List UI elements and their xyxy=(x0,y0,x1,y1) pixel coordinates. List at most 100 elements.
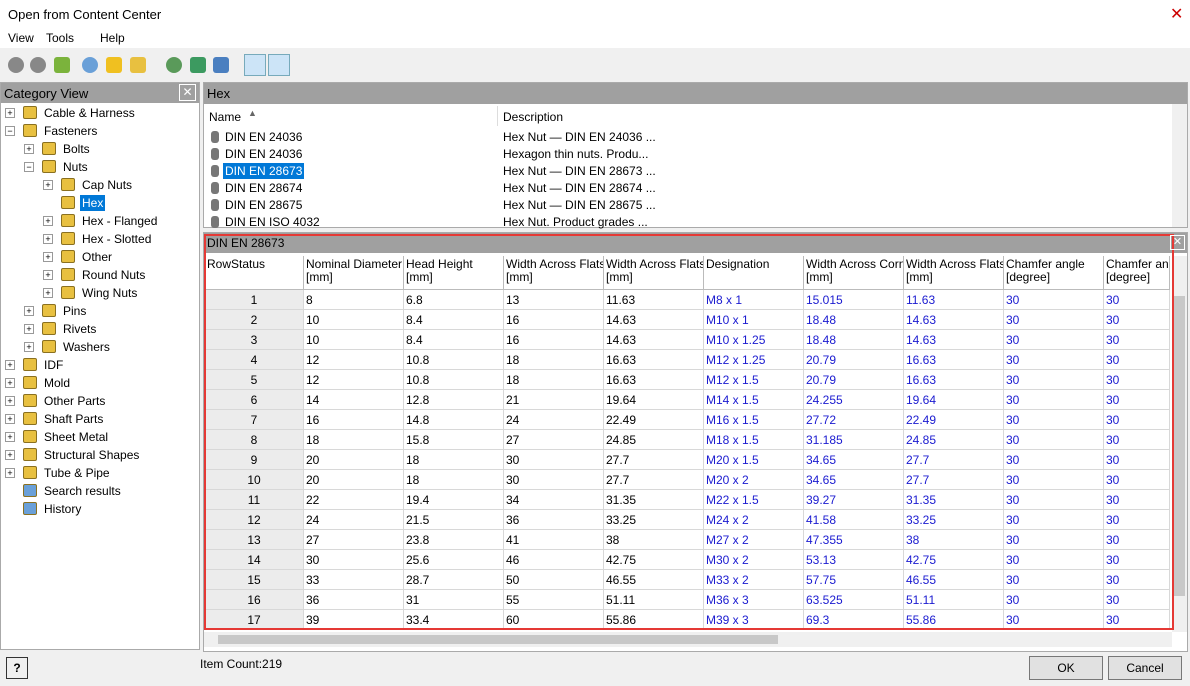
row-number[interactable]: 1 xyxy=(205,290,304,310)
row-number[interactable]: 10 xyxy=(205,470,304,490)
tree-item[interactable]: Bolts xyxy=(63,142,90,156)
expand-toggle[interactable]: − xyxy=(5,126,15,136)
list-name[interactable]: DIN EN 28673 xyxy=(223,163,305,179)
column-header[interactable]: Width Across Flats [mm] xyxy=(504,256,604,290)
tree-item[interactable]: Shaft Parts xyxy=(44,412,104,426)
list-name[interactable]: DIN EN 28675 xyxy=(225,198,303,212)
column-header[interactable]: Description xyxy=(503,110,564,124)
list-name[interactable]: DIN EN 24036 xyxy=(225,147,303,161)
row-number[interactable]: 14 xyxy=(205,550,304,570)
tree-item[interactable]: Nuts xyxy=(63,160,88,174)
column-header[interactable]: Width Across Corner[mm] xyxy=(804,256,904,290)
forward-button[interactable] xyxy=(30,57,46,73)
expand-toggle[interactable]: − xyxy=(24,162,34,172)
menu-item[interactable]: View xyxy=(8,31,34,45)
column-header[interactable]: Chamfer angle [degree] xyxy=(1004,256,1104,290)
expand-toggle[interactable]: + xyxy=(24,144,34,154)
menu-item[interactable]: Help xyxy=(100,31,125,45)
table-view-toggle[interactable] xyxy=(268,54,290,76)
close-button[interactable]: ✕ xyxy=(1170,6,1184,23)
row-number[interactable]: 6 xyxy=(205,390,304,410)
table-close[interactable]: ✕ xyxy=(1170,235,1185,250)
tree-item[interactable]: Washers xyxy=(63,340,110,354)
list-name[interactable]: DIN EN ISO 4032 xyxy=(225,215,320,229)
sync-button[interactable] xyxy=(166,57,182,73)
expand-toggle[interactable]: + xyxy=(5,432,15,442)
tree-item[interactable]: Other Parts xyxy=(44,394,106,408)
menu-item[interactable]: Tools xyxy=(46,31,75,45)
tree-item[interactable]: Round Nuts xyxy=(82,268,146,282)
row-number[interactable]: 7 xyxy=(205,410,304,430)
tree-item[interactable]: Fasteners xyxy=(44,124,98,138)
list-name[interactable]: DIN EN 28674 xyxy=(225,181,303,195)
filter-button[interactable] xyxy=(130,57,146,73)
row-number[interactable]: 8 xyxy=(205,430,304,450)
tree-item[interactable]: IDF xyxy=(44,358,64,372)
expand-toggle[interactable]: + xyxy=(5,108,15,118)
list-scrollbar[interactable] xyxy=(1172,104,1187,227)
tree-item[interactable]: Cable & Harness xyxy=(44,106,135,120)
dialog-button[interactable]: OK xyxy=(1029,656,1103,680)
column-header[interactable]: Width Across Flats [mm] xyxy=(604,256,704,290)
tree-item[interactable]: Wing Nuts xyxy=(82,286,138,300)
tree-item[interactable]: Pins xyxy=(63,304,87,318)
row-number[interactable]: 16 xyxy=(205,590,304,610)
expand-toggle[interactable]: + xyxy=(5,414,15,424)
tree-item[interactable]: Cap Nuts xyxy=(82,178,133,192)
expand-toggle[interactable]: + xyxy=(5,450,15,460)
tree-item[interactable]: Hex xyxy=(80,195,106,211)
tree-item[interactable]: Structural Shapes xyxy=(44,448,140,462)
column-header[interactable]: Designation xyxy=(704,256,804,290)
row-number[interactable]: 3 xyxy=(205,330,304,350)
row-number[interactable]: 13 xyxy=(205,530,304,550)
tree-item[interactable]: Tube & Pipe xyxy=(44,466,110,480)
tree-item[interactable]: Hex - Flanged xyxy=(82,214,158,228)
row-number[interactable]: 5 xyxy=(205,370,304,390)
tree-view-toggle[interactable] xyxy=(244,54,266,76)
panel-close[interactable]: ✕ xyxy=(179,84,196,101)
expand-toggle[interactable]: + xyxy=(24,306,34,316)
search-button[interactable] xyxy=(82,57,98,73)
refresh-button[interactable] xyxy=(190,57,206,73)
row-number[interactable]: 9 xyxy=(205,450,304,470)
help-button[interactable]: ? xyxy=(6,657,28,679)
column-header[interactable]: Nominal Diameter [mm] xyxy=(304,256,404,290)
expand-toggle[interactable]: + xyxy=(43,180,53,190)
expand-toggle[interactable]: + xyxy=(5,396,15,406)
row-number[interactable]: 15 xyxy=(205,570,304,590)
expand-toggle[interactable]: + xyxy=(43,288,53,298)
expand-toggle[interactable]: + xyxy=(5,360,15,370)
expand-toggle[interactable]: + xyxy=(5,378,15,388)
expand-toggle[interactable]: + xyxy=(24,324,34,334)
table-v-scrollbar[interactable] xyxy=(1172,256,1187,632)
tree-item[interactable]: Mold xyxy=(44,376,71,390)
expand-toggle[interactable]: + xyxy=(5,468,15,478)
favorites-button[interactable] xyxy=(106,57,122,73)
dialog-button[interactable]: Cancel xyxy=(1108,656,1182,680)
column-header[interactable]: Head Height [mm] xyxy=(404,256,504,290)
view-button[interactable] xyxy=(213,57,229,73)
back-button[interactable] xyxy=(8,57,24,73)
expand-toggle[interactable]: + xyxy=(24,342,34,352)
tree-item[interactable]: Sheet Metal xyxy=(44,430,109,444)
list-name[interactable]: DIN EN 24036 xyxy=(225,130,303,144)
row-number[interactable]: 2 xyxy=(205,310,304,330)
row-number[interactable]: 12 xyxy=(205,510,304,530)
row-number[interactable]: 11 xyxy=(205,490,304,510)
tree-item[interactable]: Rivets xyxy=(63,322,97,336)
expand-toggle[interactable]: + xyxy=(43,270,53,280)
row-number[interactable]: 4 xyxy=(205,350,304,370)
up-button[interactable] xyxy=(54,57,70,73)
expand-toggle[interactable]: + xyxy=(43,216,53,226)
table-h-scrollbar[interactable] xyxy=(204,632,1172,647)
tree-item[interactable]: Hex - Slotted xyxy=(82,232,152,246)
expand-toggle[interactable]: + xyxy=(43,234,53,244)
expand-toggle[interactable]: + xyxy=(43,252,53,262)
column-header[interactable]: RowStatus xyxy=(205,256,304,290)
column-header[interactable]: Chamfer angl[degree] xyxy=(1104,256,1170,290)
tree-item[interactable]: Search results xyxy=(44,484,121,498)
column-header[interactable]: Name xyxy=(209,110,242,124)
tree-item[interactable]: Other xyxy=(82,250,113,264)
column-header[interactable]: Width Across Flats [mm] xyxy=(904,256,1004,290)
tree-item[interactable]: History xyxy=(44,502,82,516)
